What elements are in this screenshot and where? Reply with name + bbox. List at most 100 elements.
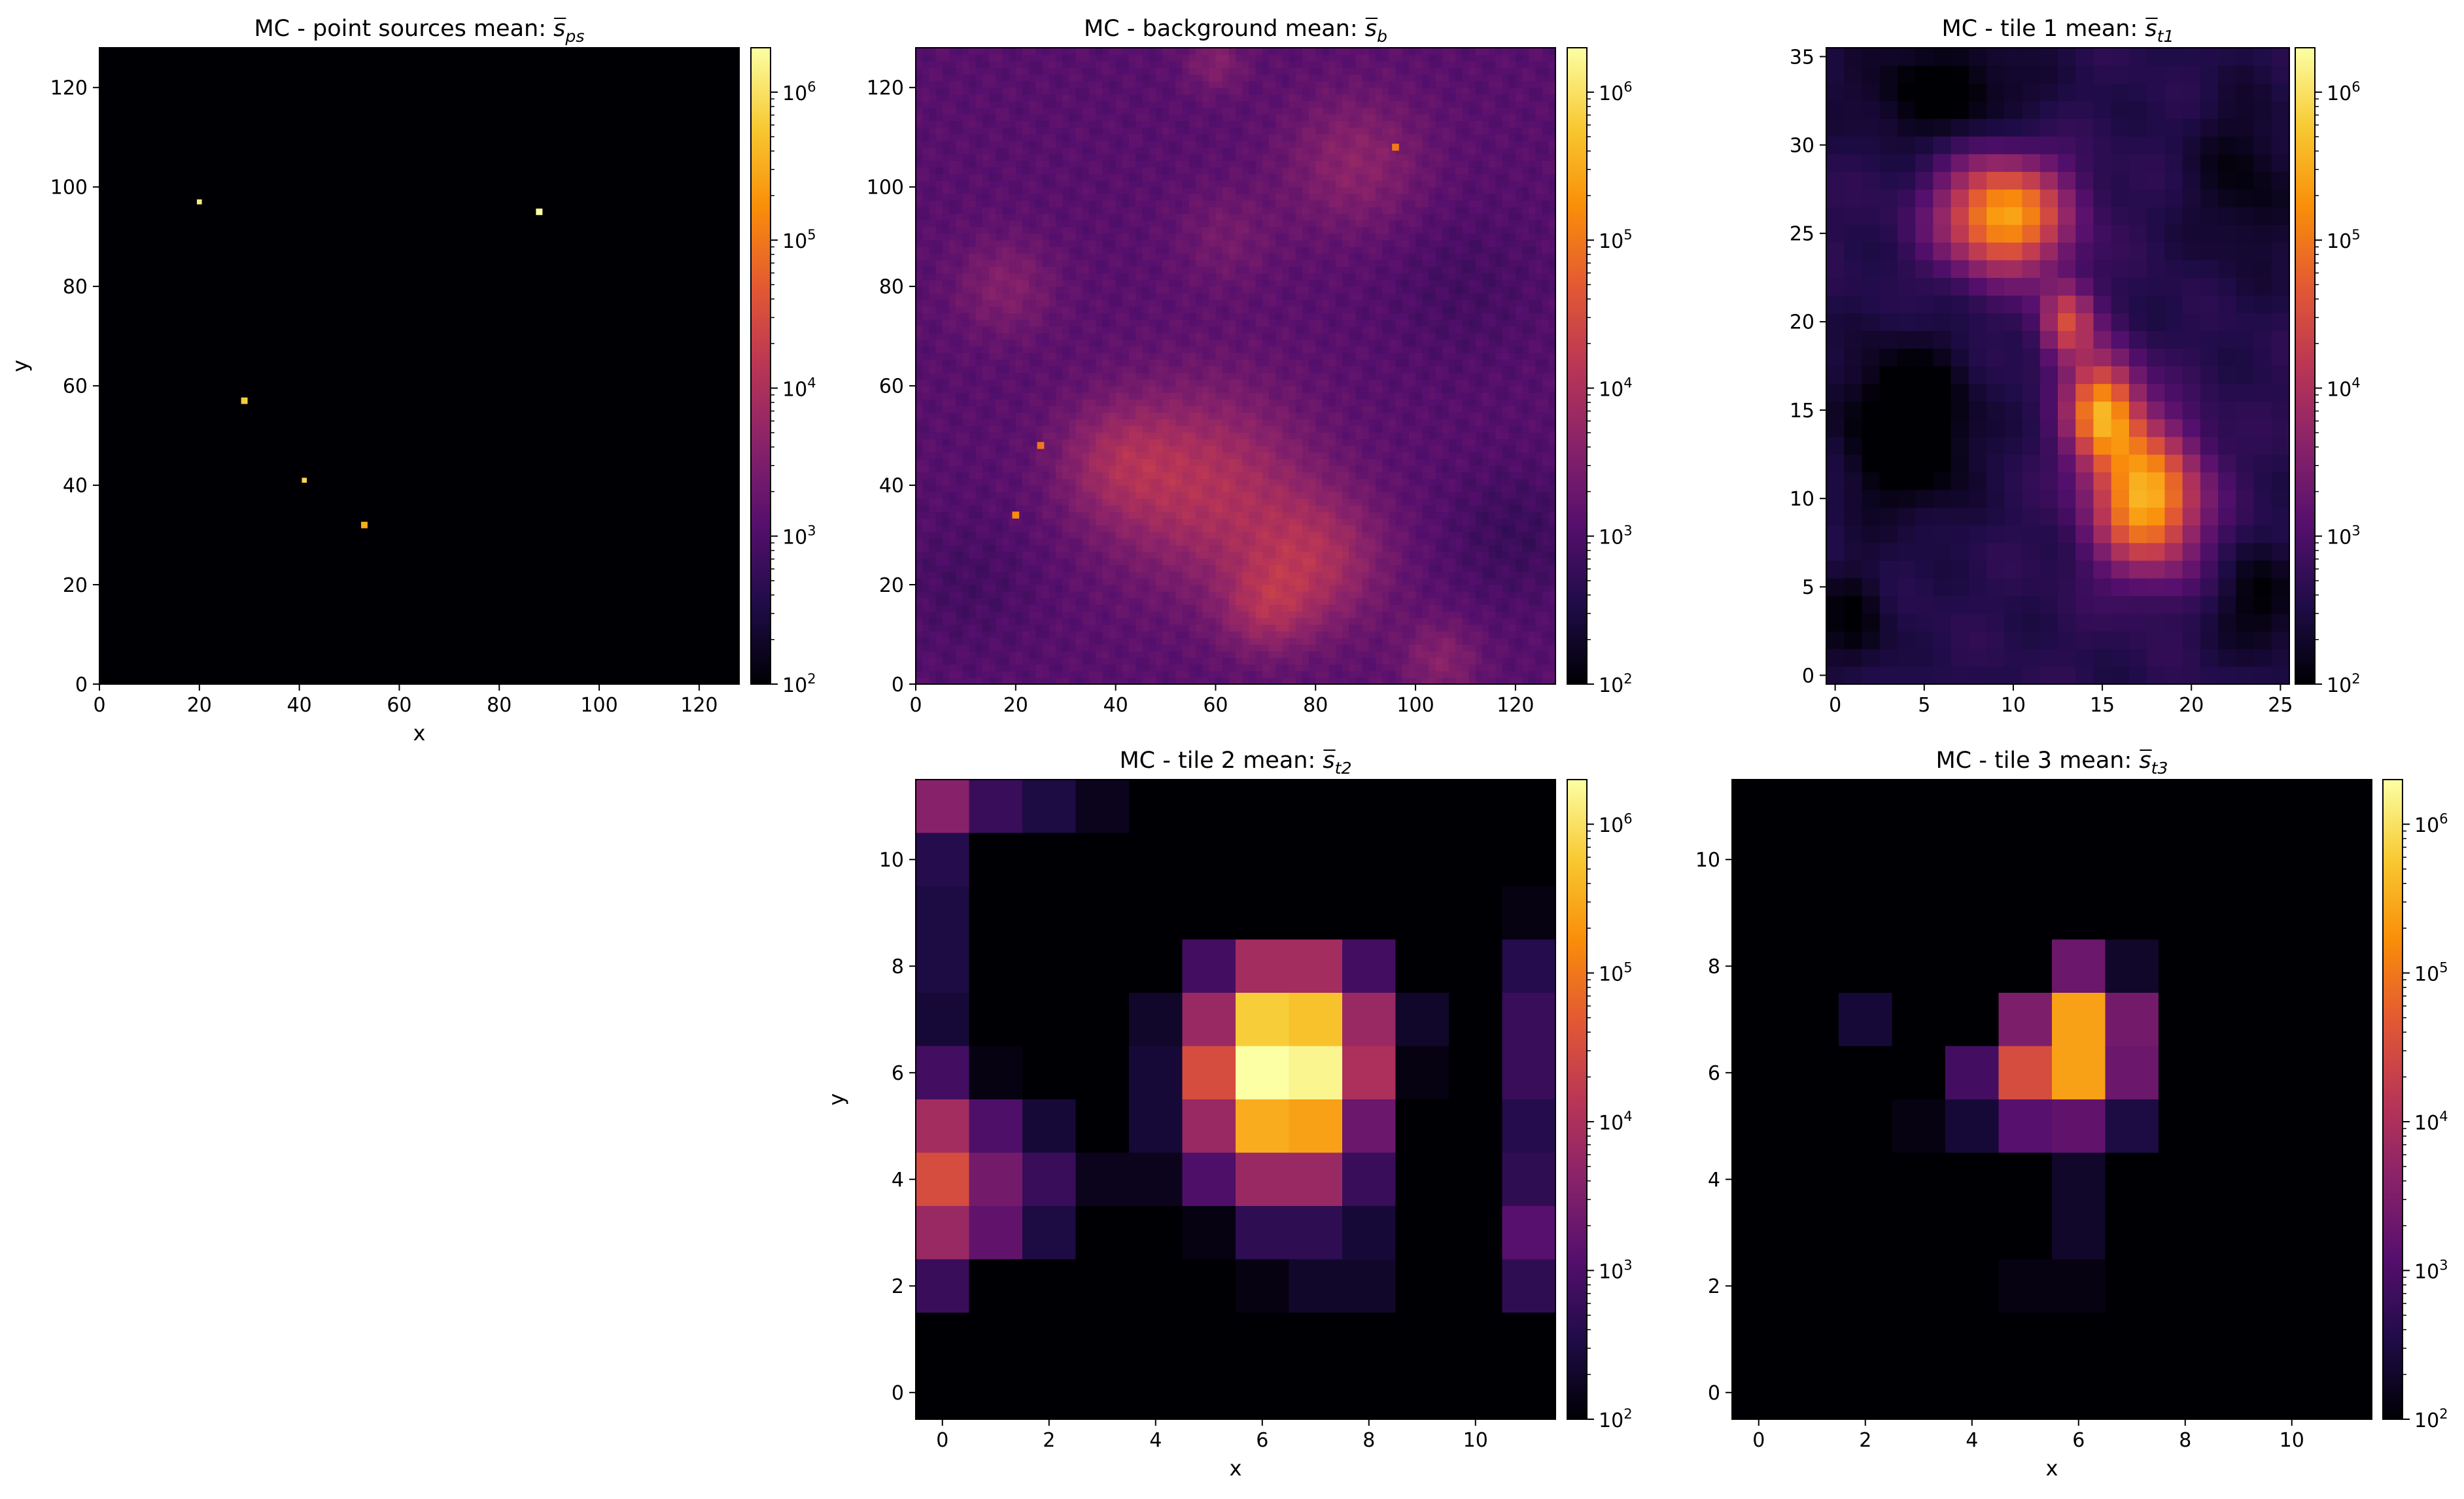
heatmap-cell [1075, 531, 1083, 539]
heatmap-cell [1408, 657, 1416, 665]
heatmap-cell [975, 432, 983, 439]
heatmap-cell [1422, 591, 1430, 598]
heatmap-cell [1129, 630, 1136, 638]
heatmap-cell [1435, 419, 1443, 426]
heatmap-cell [1482, 611, 1489, 619]
heatmap-cell [1035, 505, 1043, 513]
heatmap-cell [1442, 419, 1449, 426]
heatmap-cell [1455, 551, 1463, 559]
heatmap-cell [1102, 472, 1110, 479]
heatmap-cell [1096, 624, 1103, 632]
heatmap-cell [1429, 359, 1436, 367]
heatmap-cell [1015, 425, 1023, 433]
x-tick-label: 80 [487, 694, 512, 717]
heatmap-cell [1015, 518, 1023, 526]
heatmap-cell [1429, 505, 1436, 513]
heatmap-cell [962, 571, 970, 579]
heatmap-cell [1542, 538, 1550, 545]
heatmap-cell [1548, 366, 1556, 373]
heatmap-cell [1049, 551, 1056, 559]
heatmap-cell [935, 498, 943, 506]
heatmap-cell [1249, 432, 1257, 439]
heatmap-cell [1495, 558, 1503, 566]
heatmap-cell [1149, 399, 1156, 406]
heatmap-cell [1502, 366, 1510, 373]
heatmap-cell [1535, 670, 1543, 678]
heatmap-cell [1495, 531, 1503, 539]
heatmap-cell [1402, 385, 1410, 393]
heatmap-cell [1042, 564, 1050, 572]
heatmap-cell [1295, 485, 1303, 492]
heatmap-cell [1502, 492, 1510, 499]
heatmap-cell [1349, 498, 1356, 506]
heatmap-cell [1242, 372, 1249, 380]
heatmap-cell [1215, 518, 1223, 526]
heatmap-cell [975, 577, 983, 585]
heatmap-cell [1289, 531, 1296, 539]
heatmap-cell [929, 505, 937, 513]
heatmap-cell [1262, 511, 1270, 519]
heatmap-cell [916, 564, 923, 572]
heatmap-cell [1162, 558, 1170, 566]
heatmap-cell [1435, 366, 1443, 373]
heatmap-cell [1415, 617, 1423, 625]
heatmap-cell [1395, 366, 1403, 373]
heatmap-cell [1415, 591, 1423, 598]
heatmap-cell [1422, 630, 1430, 638]
heatmap-cell [1195, 492, 1203, 499]
heatmap-cell [956, 445, 963, 453]
heatmap-cell [962, 405, 970, 413]
heatmap-cell [1489, 604, 1496, 612]
colorbar-tick-exponent: 5 [807, 227, 816, 243]
heatmap-cell [1508, 551, 1516, 559]
heatmap-cell [1222, 670, 1230, 678]
heatmap-cell [1129, 465, 1136, 473]
heatmap-cell [1489, 372, 1496, 380]
heatmap-cell [982, 405, 990, 413]
heatmap-cell [1415, 412, 1423, 420]
heatmap-cell [996, 478, 1003, 486]
heatmap-cell [962, 664, 970, 672]
heatmap-cell [1022, 425, 1030, 433]
heatmap-cell [942, 591, 950, 598]
heatmap-cell [1015, 505, 1023, 513]
heatmap-cell [1535, 385, 1543, 393]
heatmap-cell [1295, 657, 1303, 665]
heatmap-cell [1375, 577, 1383, 585]
heatmap-cell [1236, 558, 1243, 566]
heatmap-cell [1236, 485, 1243, 492]
heatmap-cell [1302, 419, 1310, 426]
heatmap-cell [1422, 485, 1430, 492]
heatmap-cell [1495, 624, 1503, 632]
heatmap-cell [1328, 432, 1336, 439]
heatmap-cell [1062, 591, 1069, 598]
heatmap-cell [1262, 664, 1270, 672]
heatmap-cell [1335, 485, 1343, 492]
heatmap-cell [1049, 598, 1056, 605]
heatmap-cell [1149, 551, 1156, 559]
heatmap-cell [1355, 551, 1363, 559]
heatmap-cell [1069, 492, 1077, 499]
heatmap-cell [982, 359, 990, 367]
heatmap-cell [1069, 478, 1077, 486]
heatmap-cell [1309, 638, 1316, 645]
heatmap-cell [1262, 564, 1270, 572]
heatmap-cell [1475, 399, 1483, 406]
heatmap-cell [1102, 399, 1110, 406]
heatmap-cell [956, 366, 963, 373]
heatmap-cell [1142, 478, 1150, 486]
heatmap-cell [1182, 598, 1190, 605]
heatmap-cell [1462, 359, 1470, 367]
heatmap-cell [1009, 558, 1016, 566]
heatmap-cell [1335, 598, 1343, 605]
heatmap-cell [982, 492, 990, 499]
heatmap-cell [1169, 670, 1176, 678]
heatmap-cell [1236, 545, 1243, 552]
heatmap-cell [1368, 353, 1376, 360]
heatmap-cell [948, 604, 956, 612]
heatmap-cell [956, 346, 963, 353]
heatmap-cell [1402, 372, 1410, 380]
heatmap-cell [989, 617, 996, 625]
heatmap-cell [1455, 657, 1463, 665]
heatmap-cell [1548, 392, 1556, 400]
